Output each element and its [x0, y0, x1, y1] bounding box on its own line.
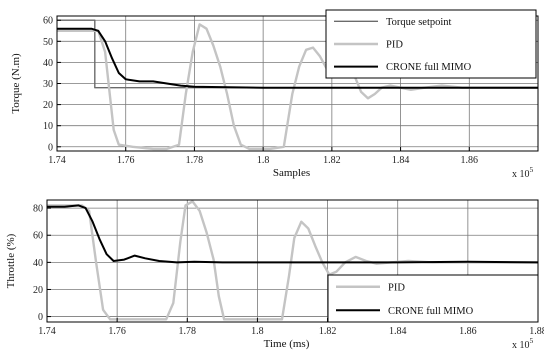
- y-tick-label: 60: [43, 16, 53, 27]
- y-tick-label: 80: [33, 204, 43, 215]
- x-axis-label: Samples: [273, 167, 310, 179]
- x-tick-label: 1.84: [392, 155, 410, 166]
- x-tick-label: 1.82: [319, 326, 337, 337]
- series-line-crone-full-mimo: [47, 204, 538, 264]
- x-multiplier-label: x 105: [512, 165, 534, 180]
- x-axis-label: Time (ms): [264, 338, 310, 350]
- legend: Torque setpoint PID CRONE full MIMO: [325, 9, 537, 79]
- x-tick-label: 1.82: [323, 155, 341, 166]
- legend-label: PID: [386, 40, 403, 51]
- y-axis-label: Throttle (%): [5, 233, 17, 288]
- plot-frame: [46, 199, 539, 323]
- legend-label: CRONE full MIMO: [386, 62, 472, 73]
- x-tick-label: 1.74: [38, 326, 56, 337]
- x-multiplier-base: x 10: [512, 169, 530, 180]
- series-line-crone-full-mimo: [57, 27, 538, 89]
- x-tick-label: 1.78: [179, 326, 197, 337]
- x-tick-label: 1.84: [389, 326, 407, 337]
- x-multiplier-base: x 10: [512, 340, 530, 351]
- legend-label: PID: [388, 282, 405, 293]
- y-tick-label: 0: [38, 312, 43, 323]
- throttle-chart: 1.74 1.76 1.78 1.8 1.82 1.84 1.86 1.88 0 20 40 60 80…: [5, 199, 544, 351]
- x-tick-label: 1.88: [529, 326, 544, 337]
- legend-box: [327, 274, 539, 323]
- y-tick-label: 40: [33, 258, 43, 269]
- y-tick-label: 40: [43, 58, 53, 69]
- y-tick-label: 20: [43, 100, 53, 111]
- legend: PID CRONE full MIMO: [327, 274, 539, 323]
- x-tick-label: 1.8: [257, 155, 270, 166]
- x-tick-label: 1.86: [459, 326, 477, 337]
- y-tick-label: 60: [33, 231, 43, 242]
- series-line-pid: [57, 23, 538, 151]
- torque-chart: 1.74 1.76 1.78 1.8 1.82 1.84 1.86 0 10 20 30 40 50 60…: [10, 9, 539, 180]
- y-tick-label: 10: [43, 121, 53, 132]
- x-tick-label: 1.74: [48, 155, 66, 166]
- x-multiplier-label: x 105: [512, 336, 534, 351]
- x-tick-label: 1.86: [461, 155, 479, 166]
- legend-label: Torque setpoint: [386, 17, 452, 28]
- y-axis-label: Torque (N.m): [10, 53, 22, 114]
- y-tick-label: 50: [43, 37, 53, 48]
- x-tick-label: 1.8: [251, 326, 264, 337]
- series-lines: [57, 19, 538, 151]
- x-tick-label: 1.76: [117, 155, 135, 166]
- y-tick-label: 0: [48, 142, 53, 153]
- legend-label: CRONE full MIMO: [388, 306, 474, 317]
- y-tick-label: 30: [43, 79, 53, 90]
- x-multiplier-exponent: 5: [530, 165, 534, 174]
- x-tick-label: 1.78: [186, 155, 204, 166]
- series-lines: [47, 200, 538, 321]
- x-multiplier-exponent: 5: [530, 336, 534, 345]
- y-tick-label: 20: [33, 285, 43, 296]
- x-tick-label: 1.76: [108, 326, 126, 337]
